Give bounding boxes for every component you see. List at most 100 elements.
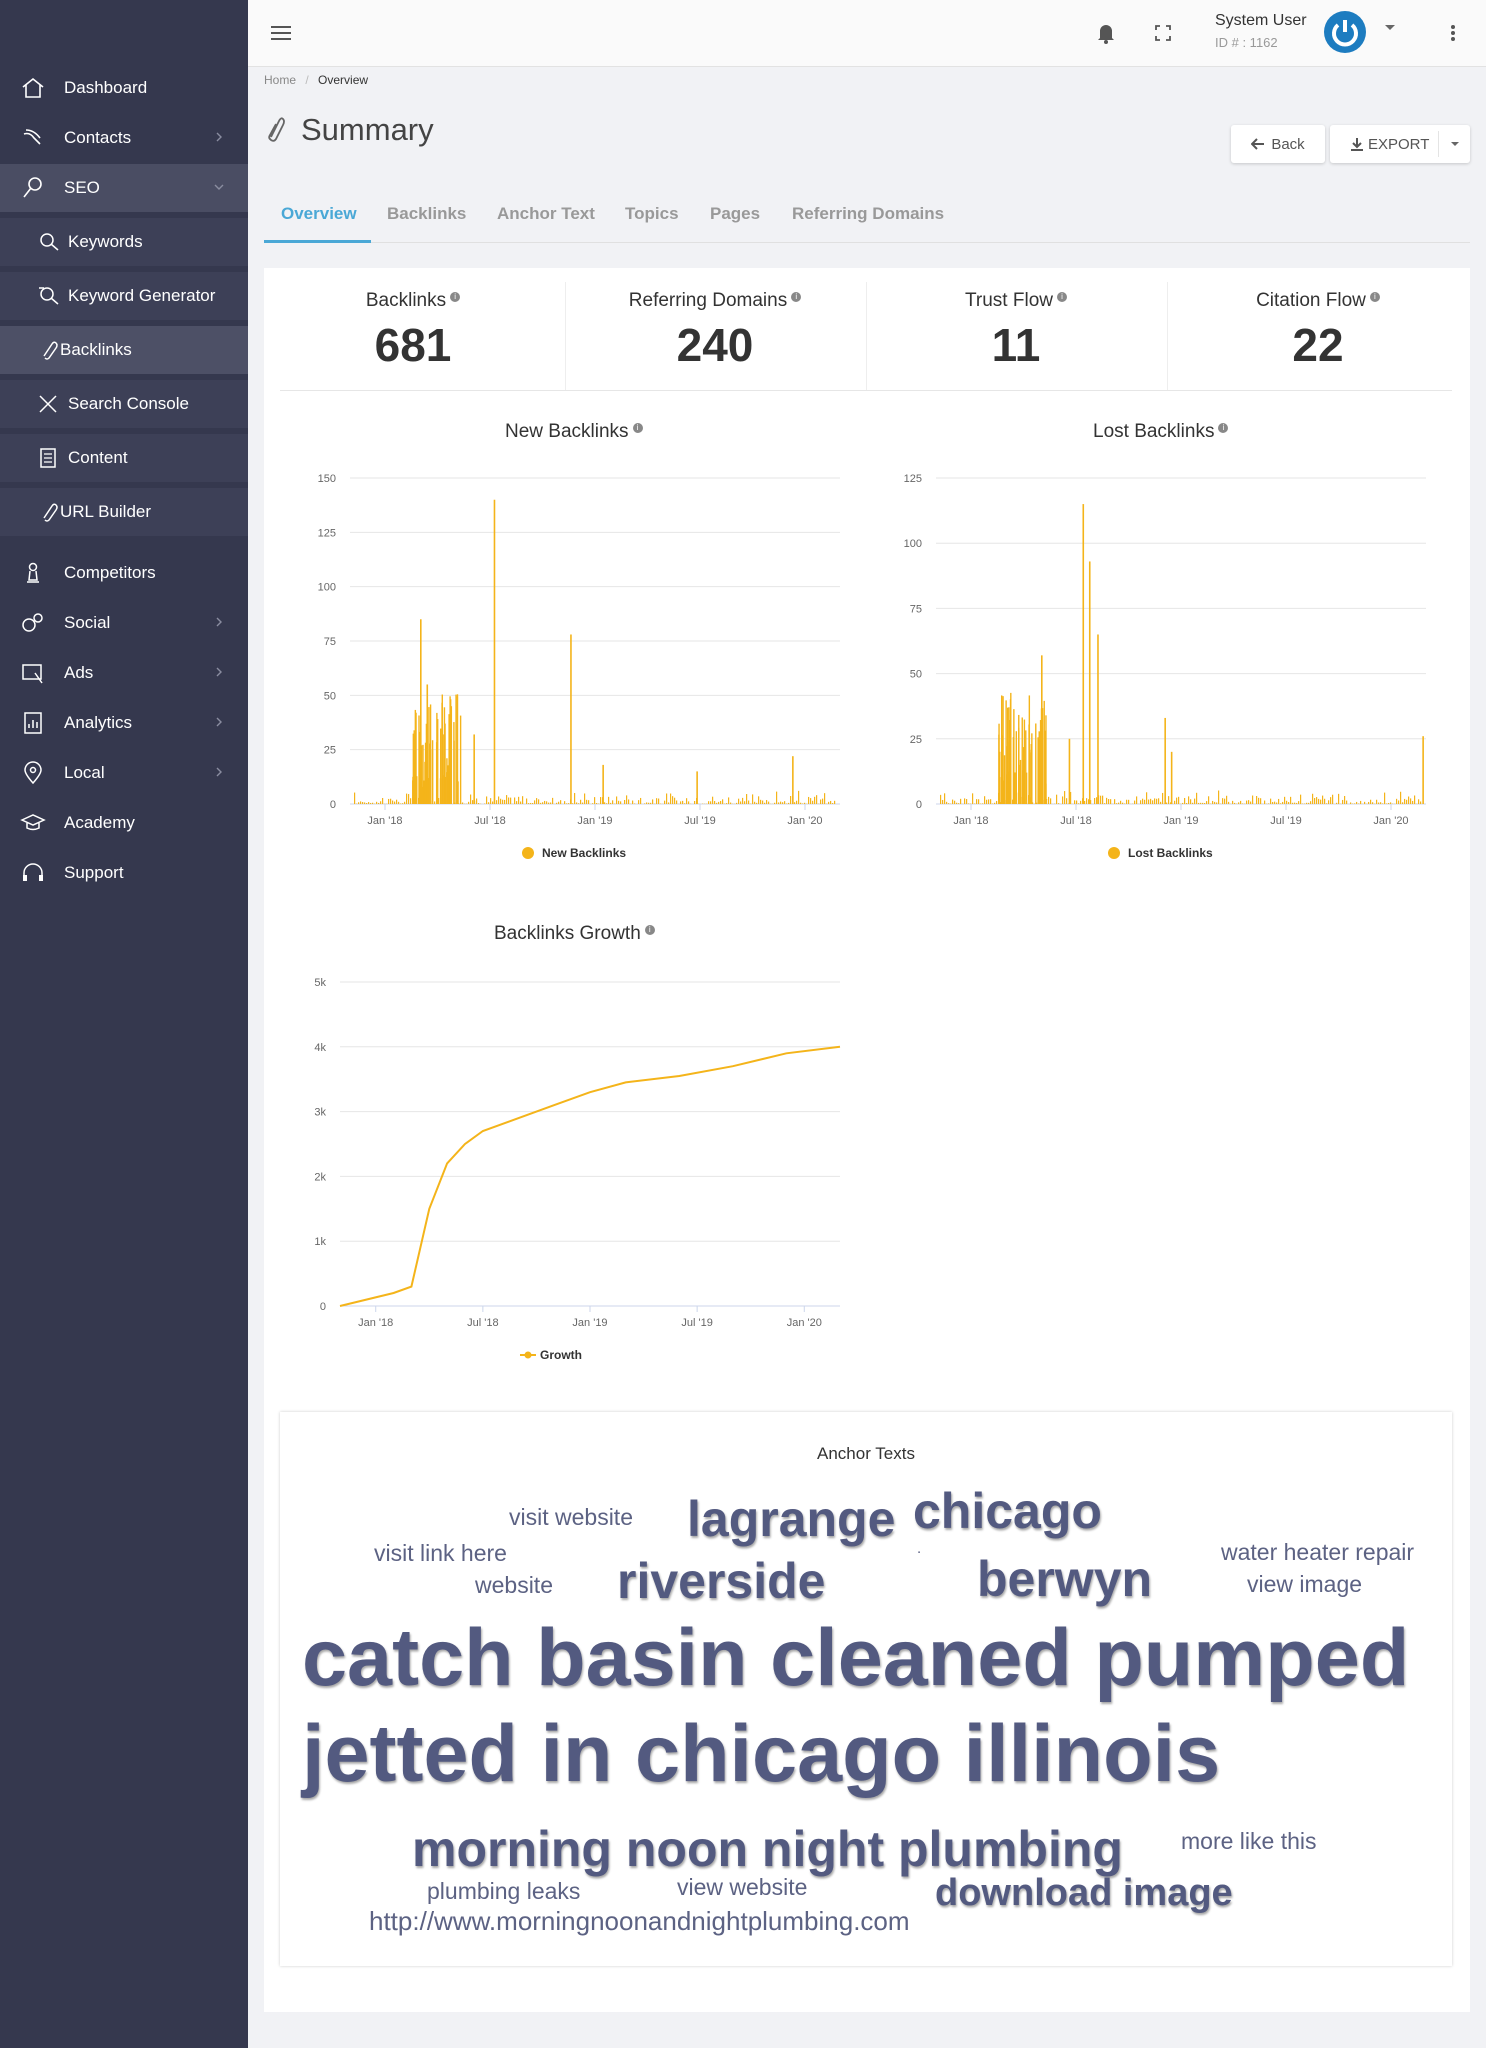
- bar: [1008, 719, 1011, 804]
- export-button[interactable]: EXPORT: [1330, 125, 1470, 163]
- info-icon[interactable]: i: [791, 291, 802, 302]
- anchor-word[interactable]: berwyn: [977, 1551, 1153, 1607]
- sidebar-item-social[interactable]: Social: [0, 599, 248, 647]
- bar: [722, 799, 724, 804]
- anchor-word[interactable]: download image: [935, 1872, 1233, 1914]
- info-icon[interactable]: i: [644, 924, 655, 935]
- anchor-word[interactable]: lagrange: [687, 1491, 896, 1547]
- bar: [760, 799, 762, 804]
- anchor-word[interactable]: visit website: [509, 1504, 633, 1530]
- bar: [628, 799, 630, 804]
- anchor-word[interactable]: plumbing leaks: [427, 1878, 581, 1904]
- bar: [468, 801, 470, 804]
- bar: [1076, 800, 1078, 804]
- bar: [1292, 802, 1294, 804]
- bell-icon[interactable]: [1096, 22, 1116, 44]
- legend-symbol: [522, 847, 534, 859]
- bar: [1360, 800, 1362, 804]
- sidebar-item-competitors[interactable]: Competitors: [0, 549, 248, 597]
- social-icon: [22, 613, 43, 632]
- y-tick-label: 0: [916, 799, 922, 811]
- stat-trust-flow: Trust Flow i 11: [866, 290, 1166, 372]
- sidebar-item-dashboard[interactable]: Dashboard: [0, 64, 248, 112]
- sidebar-item-ads[interactable]: Ads: [0, 649, 248, 697]
- info-icon[interactable]: i: [632, 422, 643, 433]
- anchor-word[interactable]: water heater repair: [1221, 1539, 1415, 1565]
- back-button-label: Back: [1271, 135, 1305, 153]
- button-divider: [1438, 131, 1439, 157]
- fullscreen-icon[interactable]: [1154, 24, 1172, 42]
- anchor-word[interactable]: jetted in chicago illinois: [302, 1709, 1221, 1799]
- anchor-word[interactable]: riverside: [617, 1553, 826, 1609]
- bar: [426, 684, 429, 804]
- breadcrumb-home[interactable]: Home: [264, 73, 297, 87]
- bar: [1122, 802, 1124, 804]
- sidebar-item-keywords[interactable]: Keywords: [0, 218, 248, 266]
- map-pin-icon: [24, 761, 42, 785]
- bar: [1025, 772, 1028, 804]
- sidebar-item-contacts[interactable]: Contacts: [0, 114, 248, 162]
- info-icon[interactable]: i: [1369, 291, 1380, 302]
- bar: [728, 797, 730, 804]
- bar: [408, 794, 410, 804]
- anchor-word[interactable]: view website: [677, 1874, 808, 1900]
- legend-label: New Backlinks: [542, 846, 626, 860]
- bar: [634, 803, 636, 804]
- y-tick-label: 3k: [314, 1107, 326, 1119]
- tab-overview[interactable]: Overview: [281, 204, 357, 223]
- bar: [1358, 803, 1360, 804]
- bar: [790, 796, 792, 804]
- bar: [1276, 802, 1278, 804]
- anchor-word[interactable]: website: [475, 1572, 553, 1598]
- sidebar-item-label: Contacts: [64, 128, 132, 147]
- bar: [1282, 801, 1284, 804]
- anchor-word[interactable]: http://www.morningnoonandnightplumbing.c…: [369, 1906, 910, 1936]
- anchor-word[interactable]: more like this: [1181, 1828, 1317, 1854]
- anchor-word[interactable]: morning noon night plumbing: [412, 1821, 1123, 1877]
- tab-topics[interactable]: Topics: [625, 204, 679, 223]
- caret-down-icon[interactable]: [1384, 24, 1396, 32]
- anchor-word[interactable]: view image: [1247, 1571, 1363, 1597]
- bar: [768, 801, 770, 804]
- sidebar-item-label: Keywords: [68, 232, 143, 251]
- bar: [774, 802, 776, 804]
- more-vertical-icon[interactable]: [1450, 24, 1456, 42]
- backlinks-growth-chart: 0 1k 2k 3k 4k 5k Jan '18 Jul '18 Jan '19 Jul '19 J…: [314, 977, 841, 1362]
- avatar[interactable]: [1324, 11, 1366, 53]
- bar: [608, 796, 610, 804]
- bar: [1148, 799, 1150, 804]
- caret-down-icon[interactable]: [1450, 141, 1460, 147]
- tab-anchor-text[interactable]: Anchor Text: [497, 204, 595, 223]
- x-tick-label: Jan '20: [787, 1317, 822, 1329]
- bar: [766, 800, 768, 804]
- bar: [782, 802, 784, 804]
- info-icon[interactable]: i: [1056, 291, 1067, 302]
- sidebar-item-support[interactable]: Support: [0, 849, 248, 897]
- bar: [518, 796, 520, 804]
- anchor-word[interactable]: catch basin cleaned pumped: [302, 1613, 1410, 1703]
- sidebar-item-analytics[interactable]: Analytics: [0, 699, 248, 747]
- anchor-word[interactable]: visit link here: [374, 1540, 507, 1566]
- sidebar-item-seo[interactable]: SEO: [0, 164, 248, 212]
- tab-pages[interactable]: Pages: [710, 204, 761, 223]
- legend-symbol: [524, 1351, 532, 1359]
- stat-divider: [866, 282, 867, 390]
- sidebar-item-backlinks[interactable]: Backlinks: [0, 326, 248, 374]
- bar: [414, 775, 416, 804]
- info-icon[interactable]: i: [450, 291, 461, 302]
- sidebar-item-keyword-generator[interactable]: Keyword Generator: [0, 272, 248, 320]
- tab-referring-domains[interactable]: Referring Domains: [792, 204, 945, 223]
- sidebar-item-search-console[interactable]: Search Console: [0, 380, 248, 428]
- anchor-word[interactable]: chicago: [913, 1483, 1102, 1539]
- sidebar-item-local[interactable]: Local: [0, 749, 248, 797]
- bar: [1378, 802, 1380, 804]
- sidebar-item-url-builder[interactable]: URL Builder: [0, 488, 248, 536]
- sidebar-item-content[interactable]: Content: [0, 434, 248, 482]
- info-icon[interactable]: i: [1218, 422, 1229, 433]
- tab-backlinks[interactable]: Backlinks: [387, 204, 467, 223]
- bar: [736, 802, 738, 804]
- back-button[interactable]: Back: [1231, 125, 1325, 163]
- hamburger-menu-icon[interactable]: [270, 24, 292, 42]
- sidebar-item-academy[interactable]: Academy: [0, 799, 248, 847]
- sidebar-item-label: Competitors: [64, 563, 156, 582]
